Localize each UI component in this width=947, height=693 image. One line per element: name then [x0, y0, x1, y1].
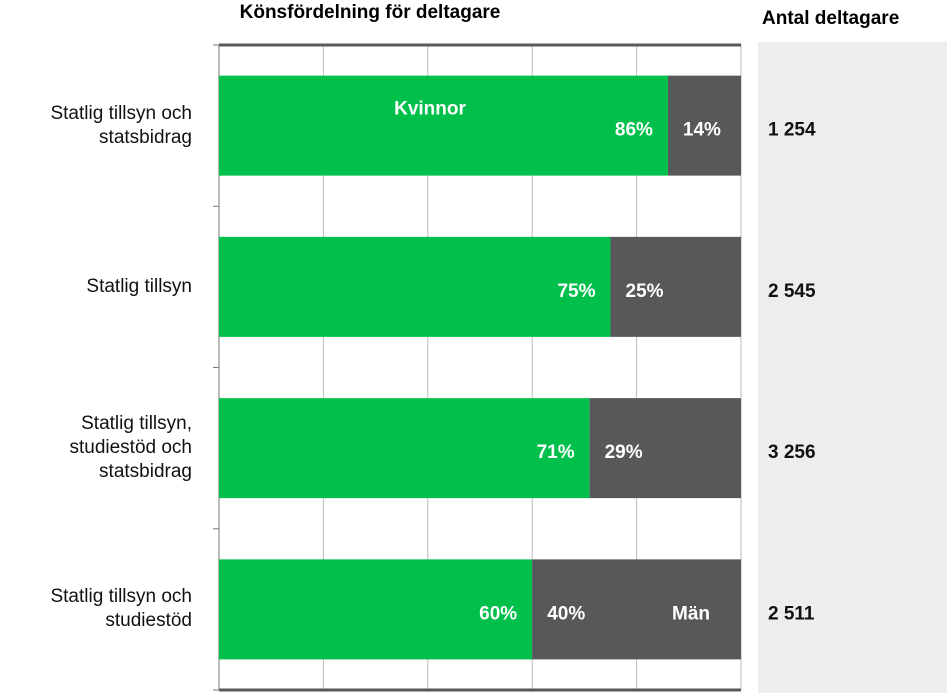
value-label: 75%	[557, 281, 595, 302]
participants-value: 2 511	[768, 603, 815, 624]
value-label: 60%	[479, 603, 517, 624]
bar-segment	[610, 236, 741, 337]
category-label: Statlig tillsyn	[86, 275, 192, 297]
value-label: 86%	[615, 120, 653, 141]
bar-segment	[589, 398, 741, 499]
participants-title: Antal deltagare	[762, 8, 899, 29]
bar-segment	[667, 75, 741, 176]
bar-segment	[219, 398, 590, 499]
bar-segment	[219, 236, 611, 337]
bar-segment	[532, 559, 741, 660]
category-label: Statlig tillsyn, studiestöd och statsbid…	[69, 413, 192, 483]
participants-value: 3 256	[768, 442, 816, 463]
participants-panel	[758, 42, 947, 693]
value-label: 40%	[547, 603, 585, 624]
value-label: 29%	[605, 442, 643, 463]
bar-segment	[219, 75, 668, 176]
value-label: 71%	[537, 442, 575, 463]
participants-value: 2 545	[768, 281, 816, 302]
legend-label: Män	[672, 603, 710, 624]
bar-segment	[219, 559, 533, 660]
value-label: 14%	[683, 120, 721, 141]
chart-title: Könsfördelning för deltagare	[240, 2, 501, 23]
value-label: 25%	[626, 281, 664, 302]
participants-value: 1 254	[768, 120, 816, 141]
legend-label: Kvinnor	[394, 99, 466, 120]
category-label: Statlig tillsyn och statsbidrag	[50, 102, 192, 148]
category-label: Statlig tillsyn och studiestöd	[50, 586, 192, 632]
